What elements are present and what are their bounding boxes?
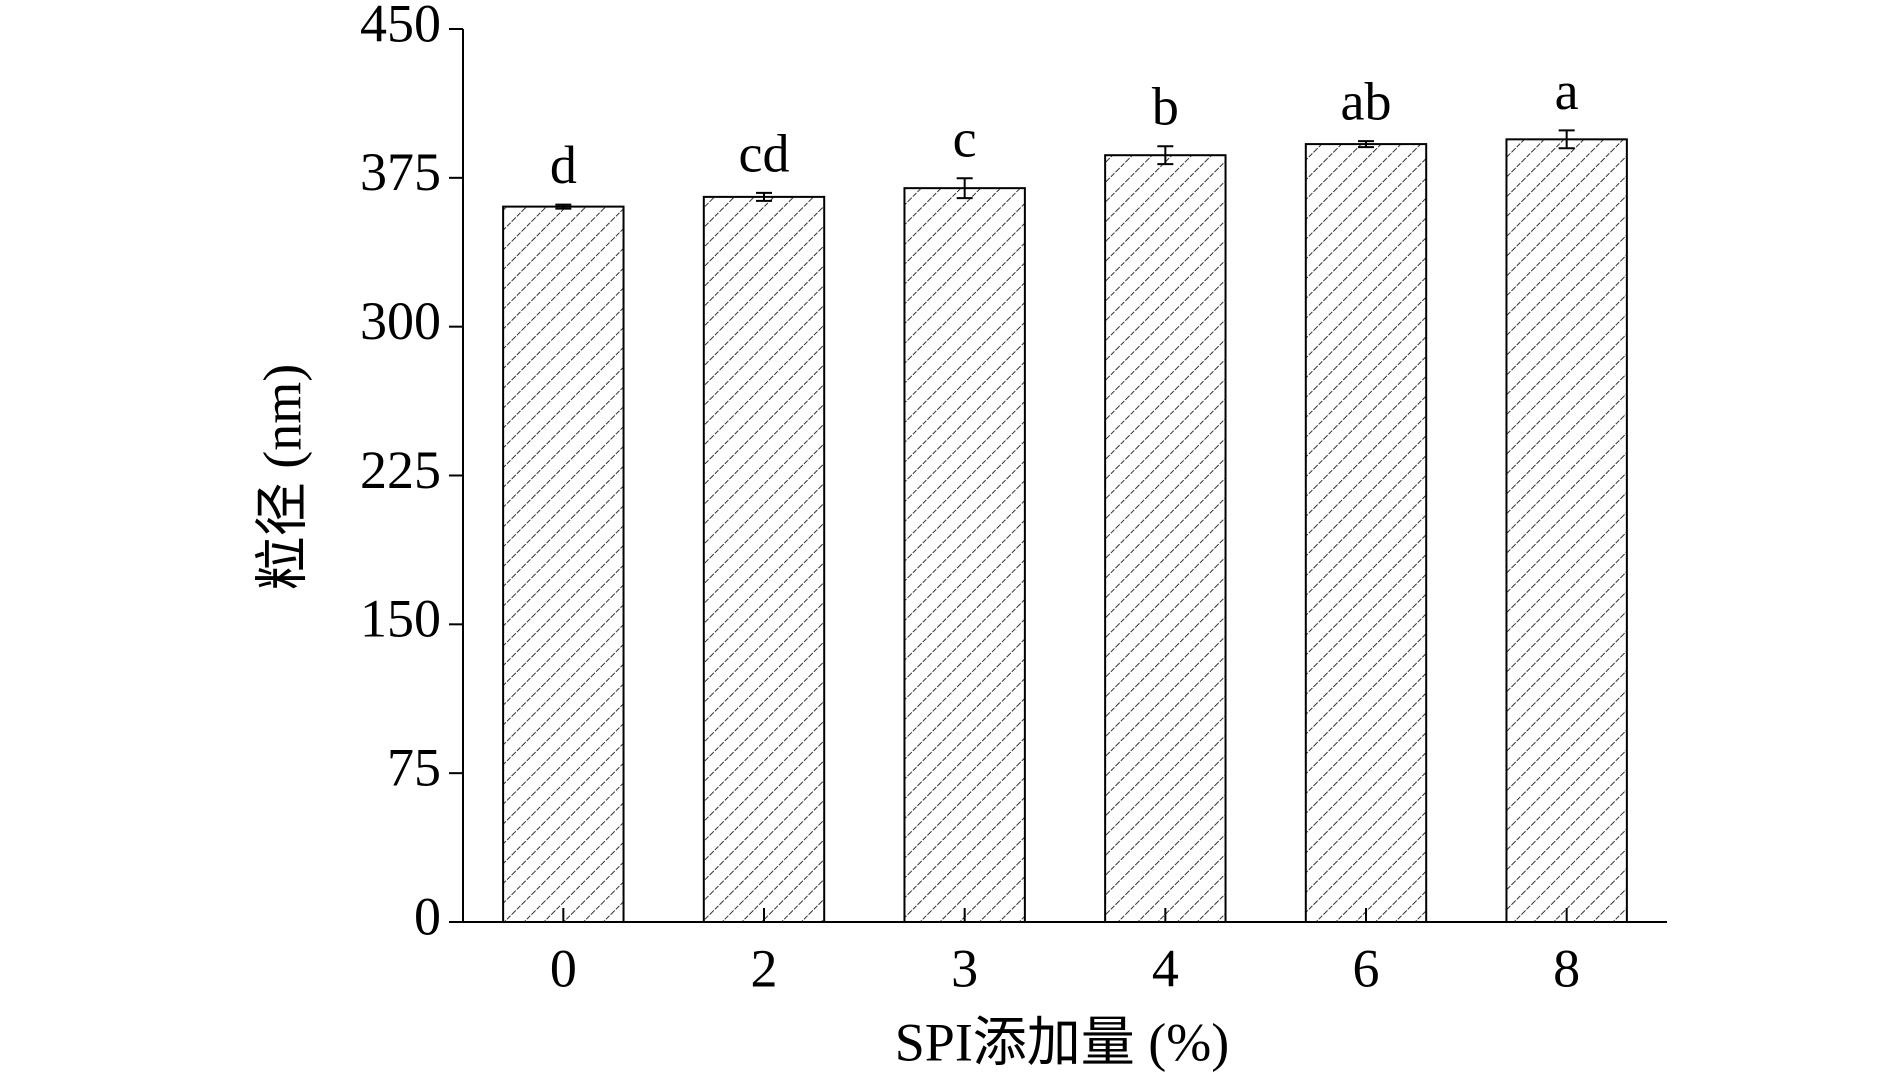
bar [502,205,625,923]
y-tick-label: 225 [360,440,441,500]
y-tick-label: 450 [360,0,441,53]
significance-label: a [1555,61,1579,121]
y-axis-title: 粒径 (nm) [252,364,312,590]
x-tick-label: 4 [1152,938,1179,998]
x-tick-label: 2 [751,938,778,998]
y-tick-label: 150 [360,589,441,649]
y-tick-label: 75 [387,738,441,798]
error-bar [1558,129,1575,150]
significance-label: c [953,109,977,169]
x-tick-label: 8 [1553,938,1580,998]
error-bar [1358,140,1374,149]
x-axis-title: SPI添加量 (%) [895,1012,1230,1072]
y-tick-label: 300 [360,291,441,351]
bar [1104,154,1227,923]
error-bar [756,191,772,202]
significance-label: d [550,135,577,195]
x-tick-label: 6 [1353,938,1380,998]
error-bar [956,177,973,200]
y-tick-label: 0 [414,886,441,946]
bar [903,187,1026,923]
x-tick-label: 0 [550,938,577,998]
bar [1304,143,1428,923]
bar [1505,138,1628,924]
significance-label: ab [1341,72,1392,132]
significance-label: cd [739,123,790,183]
bar [702,195,826,924]
significance-label: b [1152,77,1179,137]
error-bar [1157,145,1174,166]
x-tick-label: 3 [951,938,978,998]
y-tick-label: 375 [360,142,441,202]
error-bar [555,203,572,210]
